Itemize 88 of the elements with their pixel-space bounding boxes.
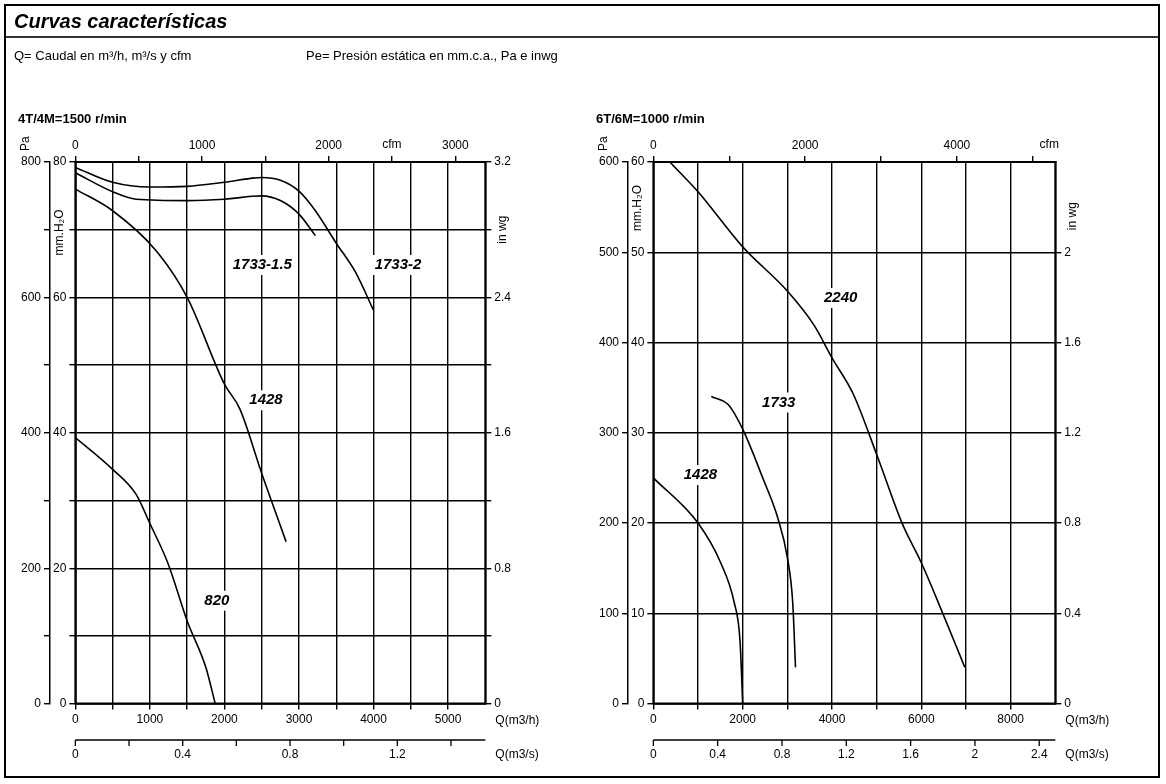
y2-tick-label: 200 [598,515,620,530]
y2-tick-label: 400 [20,425,42,440]
x2-tick-label: 0 [72,138,80,153]
y-tick-label: 30 [631,425,645,440]
series-label: 1733 [762,392,797,410]
y2-tick-label: 0 [34,695,42,710]
x-tick-label: 4000 [818,712,846,727]
y-tick-label: 0 [59,695,67,710]
y3-tick-label: 0 [494,695,502,710]
chart-title: 4T/4M=1500 r/min [18,111,127,127]
series-label: 2240 [822,288,859,306]
y2-tick-label: 600 [598,154,620,169]
text: 1733-1.5 [232,255,293,273]
y3-tick-label: 0.4 [1064,605,1082,620]
series-label: 820 [204,590,230,608]
y3-tick-label: 0.8 [1064,515,1082,530]
y-tick-label: 40 [53,425,67,440]
y2-tick-label: 200 [20,560,42,575]
text: 1.2 [389,747,407,762]
y3-tick-label: 2.4 [494,289,512,304]
y-tick-label: 50 [631,244,645,259]
series-label: 1428 [249,390,284,408]
y3-tick-label: 2 [1064,244,1072,259]
y3-tick-label: 3.2 [494,154,512,169]
text: 2.4 [1030,747,1048,762]
y2-axis-title: Pa [596,135,611,151]
y-tick-label: 60 [53,289,67,304]
x2-tick-label: 0 [650,138,658,153]
y3-axis-title: in wg [1064,202,1079,231]
x-tick-label: 1000 [136,712,164,727]
text: 1.6 [902,747,920,762]
x-tick-label: 5000 [434,712,462,727]
x2-tick-label: 2000 [315,138,343,153]
text: 0 [650,747,658,762]
x2-tick-label: 2000 [791,138,819,153]
text: 0 [72,747,80,762]
x2-axis-title: cfm [382,137,402,152]
y2-tick-label: 800 [20,154,42,169]
text: Pe= Presión estática en mm.c.a., Pa e inwg [306,48,559,63]
y3-axis-title: in wg [494,215,509,244]
y2-tick-label: 400 [598,334,620,349]
text: 1.2 [837,747,855,762]
x-tick-label: 6000 [907,712,936,727]
x2-tick-label: 1000 [188,138,216,153]
x-tick-label: 2000 [729,712,757,727]
series-label: 1733-2 [374,255,422,273]
y3-tick-label: 0.8 [494,560,512,575]
y2-axis-title: Pa [18,135,33,151]
y-axis-title: mm.H₂O [52,209,67,256]
text: Q(m3/s) [1065,747,1109,762]
y-tick-label: 20 [631,515,645,530]
y-tick-label: 20 [53,560,67,575]
y-tick-label: 0 [637,695,645,710]
y2-tick-label: 600 [20,289,42,304]
x-tick-label: 8000 [997,712,1025,727]
y2-tick-label: 500 [598,244,620,259]
x-tick-label: 2000 [211,712,239,727]
x-tick-label: 3000 [285,712,313,727]
x-axis-title: Q(m3/h) [1065,712,1110,727]
y-tick-label: 60 [631,154,645,169]
y-tick-label: 10 [631,605,645,620]
x2-tick-label: 4000 [943,138,971,153]
text: 0.4 [709,747,727,762]
x2-axis-title: cfm [1039,137,1059,152]
y-tick-label: 40 [631,334,645,349]
x-tick-label: 0 [72,712,80,727]
text: Curvas características [6,6,1158,38]
y-tick-label: 80 [53,154,67,169]
y-axis-title: mm.H₂O [630,185,645,232]
text: Q= Caudal en m³/h, m³/s y cfm [14,48,193,63]
x-axis-title: Q(m3/h) [495,712,540,727]
text: 0.8 [281,747,299,762]
y3-tick-label: 1.2 [1064,425,1082,440]
x-tick-label: 4000 [360,712,388,727]
text: Q(m3/s) [495,747,539,762]
text: 2 [971,747,979,762]
y2-tick-label: 300 [598,425,620,440]
y3-tick-label: 1.6 [1064,334,1082,349]
series-label: 1428 [683,465,718,483]
y3-tick-label: 1.6 [494,425,512,440]
chart-title: 6T/6M=1000 r/min [596,111,705,127]
x2-tick-label: 3000 [441,138,469,153]
text: 0.8 [773,747,791,762]
y2-tick-label: 100 [598,605,620,620]
text: 0.4 [174,747,192,762]
x-tick-label: 0 [650,712,658,727]
y2-tick-label: 0 [612,695,620,710]
y3-tick-label: 0 [1064,695,1072,710]
